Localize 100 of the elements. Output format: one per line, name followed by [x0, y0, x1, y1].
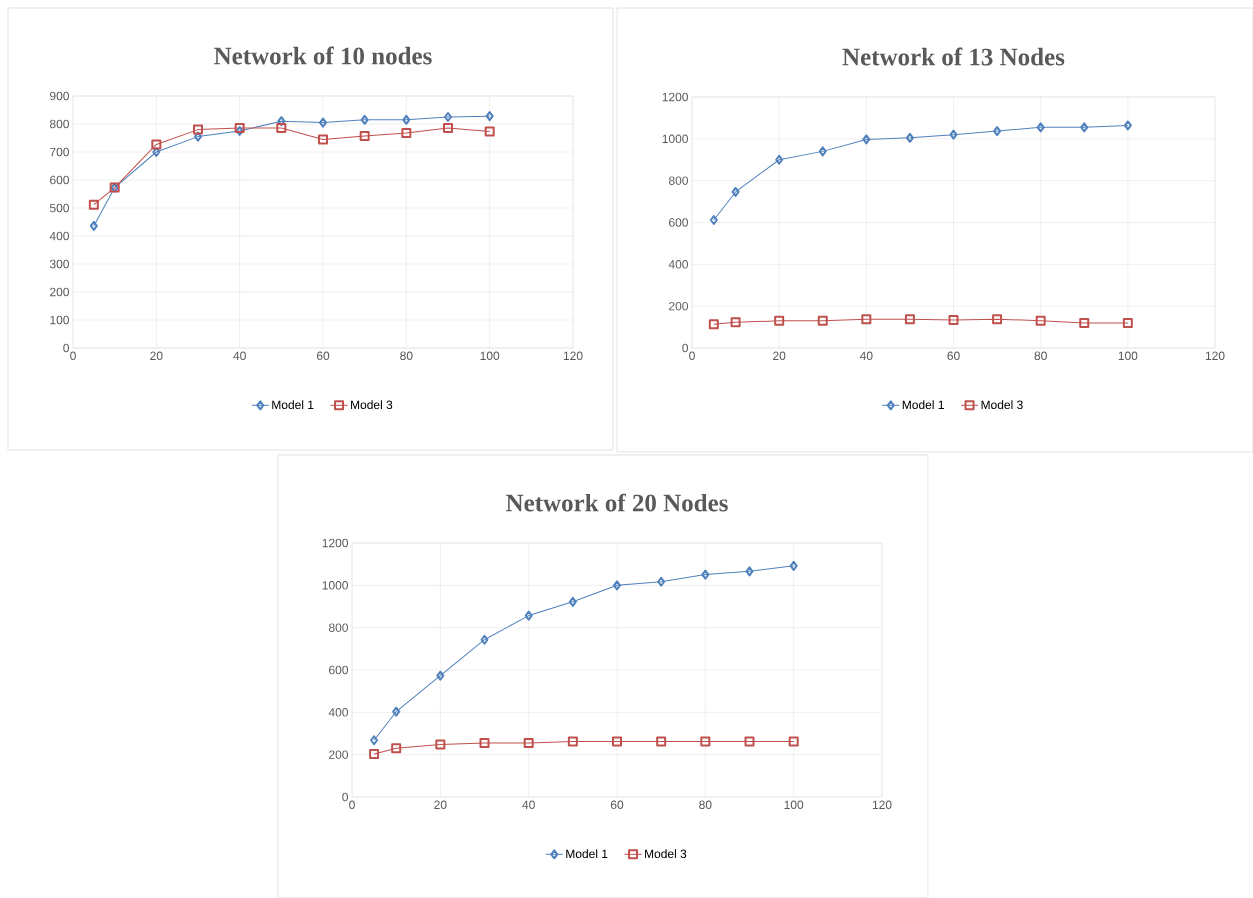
point [479, 738, 490, 749]
point [744, 736, 755, 747]
point [788, 736, 799, 747]
point [436, 670, 445, 681]
point [369, 749, 380, 760]
x-tick-label: 0 [349, 800, 355, 810]
point [1035, 315, 1046, 326]
point [359, 131, 370, 142]
y-tick-label: 800 [328, 623, 348, 632]
x-tick-label: 120 [563, 351, 583, 361]
y-tick-label: 400 [668, 260, 689, 269]
y-tick-label: 100 [50, 315, 69, 325]
point [88, 199, 99, 210]
x-tick-label: 60 [947, 351, 960, 361]
point [861, 314, 872, 325]
point [152, 147, 161, 157]
y-tick-label: 500 [49, 203, 69, 213]
point [151, 139, 162, 150]
point [480, 634, 489, 645]
point [443, 122, 454, 133]
x-tick-label: 100 [480, 351, 500, 361]
point [484, 126, 495, 137]
x-tick-label: 0 [70, 351, 76, 361]
point [402, 114, 411, 125]
point [277, 116, 286, 127]
point [775, 154, 784, 165]
point [319, 117, 327, 128]
point [862, 134, 871, 145]
point [612, 736, 623, 747]
x-tick-label: 120 [1205, 351, 1225, 361]
point [1036, 122, 1045, 133]
point [1080, 122, 1089, 133]
y-tick-label: 200 [669, 301, 689, 311]
x-tick-label: 60 [316, 351, 330, 361]
chart-title: Network of 20 Nodes [506, 493, 728, 512]
point [318, 134, 328, 145]
point [708, 319, 719, 330]
y-tick-label: 0 [682, 343, 689, 353]
point [235, 126, 244, 136]
point [700, 736, 711, 747]
point [730, 317, 741, 328]
point [194, 131, 202, 142]
point [444, 112, 453, 122]
point [948, 314, 959, 325]
y-tick-label: 900 [50, 91, 69, 101]
y-tick-label: 800 [49, 119, 69, 129]
y-tick-label: 1000 [662, 134, 689, 144]
y-tick-label: 0 [342, 792, 349, 802]
point [993, 126, 1002, 137]
legend-label: Model 3 [645, 849, 687, 859]
x-tick-label: 40 [233, 351, 246, 361]
point [568, 596, 577, 607]
x-tick-label: 80 [1034, 351, 1047, 361]
y-tick-label: 200 [329, 750, 348, 759]
point [745, 566, 754, 577]
legend-label: Model 3 [981, 400, 1023, 409]
point [401, 127, 412, 138]
legend-label: Model 3 [351, 400, 393, 409]
y-tick-label: 700 [50, 147, 69, 157]
point [524, 610, 533, 621]
x-tick-label: 40 [859, 351, 873, 361]
point [992, 314, 1003, 325]
point [1122, 317, 1133, 328]
x-tick-label: 20 [150, 351, 163, 361]
point [276, 122, 287, 133]
y-tick-label: 600 [669, 218, 689, 227]
point [905, 132, 914, 143]
y-tick-label: 800 [668, 176, 689, 185]
x-tick-label: 80 [400, 351, 413, 361]
y-tick-label: 200 [50, 287, 69, 297]
chart-title: Network of 10 nodes [214, 46, 432, 65]
x-tick-label: 80 [699, 800, 712, 810]
x-tick-label: 100 [784, 800, 804, 810]
x-tick-label: 60 [610, 800, 624, 810]
legend-label: Model 1 [272, 400, 314, 409]
point [731, 186, 740, 197]
y-tick-label: 1200 [322, 538, 348, 548]
point [567, 736, 578, 747]
y-tick-label: 1000 [322, 581, 348, 590]
legend-label: Model 1 [902, 400, 944, 409]
y-tick-label: 300 [49, 259, 69, 269]
x-tick-label: 40 [522, 800, 535, 810]
point [904, 314, 915, 325]
point [392, 706, 401, 717]
y-tick-label: 600 [50, 175, 69, 185]
point [657, 576, 666, 587]
point [391, 743, 402, 754]
point [656, 736, 667, 747]
legend-label: Model 1 [566, 849, 608, 859]
point [234, 122, 245, 133]
y-tick-label: 1200 [662, 92, 689, 102]
point [774, 315, 785, 326]
x-tick-label: 100 [1118, 351, 1138, 361]
y-tick-label: 400 [328, 708, 348, 717]
point [818, 146, 827, 157]
y-tick-label: 600 [329, 665, 348, 675]
y-tick-label: 0 [63, 343, 70, 353]
y-tick-label: 400 [49, 231, 69, 241]
x-tick-label: 120 [872, 800, 892, 810]
point [193, 124, 203, 135]
